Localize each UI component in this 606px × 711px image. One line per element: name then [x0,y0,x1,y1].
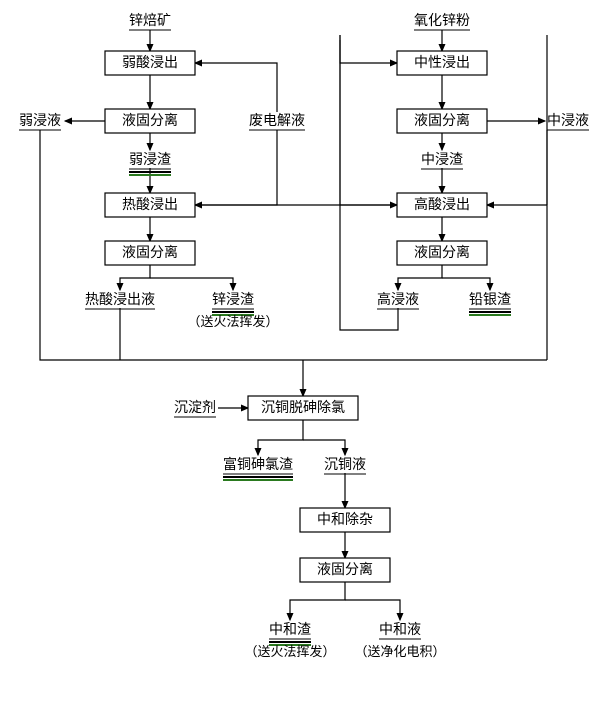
pb_ag_residue-label: 铅银渣 [469,292,511,308]
neut_liq_note: （送净化电积） [354,644,445,659]
edge-e20 [340,40,398,330]
mid_residue-label: 中浸渣 [421,152,463,168]
cu_as_cl-label: 沉铜脱砷除氯 [261,400,345,416]
weak_liquor-label: 弱浸液 [19,113,61,129]
edge-e25b [303,440,345,455]
weak_acid-label: 弱酸浸出 [122,55,178,71]
zn_residue-label: 锌浸渣 [212,292,254,308]
zinc_calcine-label: 锌焙矿 [129,13,171,29]
neutral-label: 中性浸出 [414,55,470,71]
precipitant-label: 沉淀剂 [174,400,216,416]
mid_liquor-label: 中浸液 [547,113,589,129]
ls5-label: 液固分离 [317,561,373,578]
ls2-label: 液固分离 [122,244,178,261]
edge-e7 [120,265,150,290]
ls3-label: 液固分离 [414,112,470,129]
hot_acid-label: 热酸浸出 [122,197,178,213]
ls4-label: 液固分离 [414,244,470,261]
edge-e28b [345,600,400,620]
edge-e17b [340,35,397,205]
high_liquor-label: 高浸液 [377,291,419,308]
edge-e7b [150,278,233,290]
hot_liquor-label: 热酸浸出液 [85,292,155,308]
spent_elec-label: 废电解液 [249,113,305,129]
zn_residue_note: （送火法挥发） [187,314,278,329]
edge-e8 [195,63,277,112]
ls1-label: 液固分离 [122,112,178,129]
edge-e16 [398,265,442,290]
edge-e9 [195,130,277,205]
zno_powder-label: 氧化锌粉 [414,13,470,29]
neutralize-label: 中和除杂 [317,512,373,528]
high_acid-label: 高酸浸出 [414,196,470,213]
neut_slag_note: （送火法挥发） [244,644,335,659]
cu_liquor-label: 沉铜液 [324,457,366,473]
neut_liquor-label: 中和液 [379,622,421,638]
edge-e17 [340,35,397,63]
edge-e16b [442,278,490,290]
weak_residue-label: 弱浸渣 [129,152,171,168]
neut_slag-label: 中和渣 [269,622,311,638]
edge-e28 [290,582,345,620]
cu_as_cl_slag-label: 富铜砷氯渣 [223,456,293,473]
edge-e25 [258,420,303,455]
